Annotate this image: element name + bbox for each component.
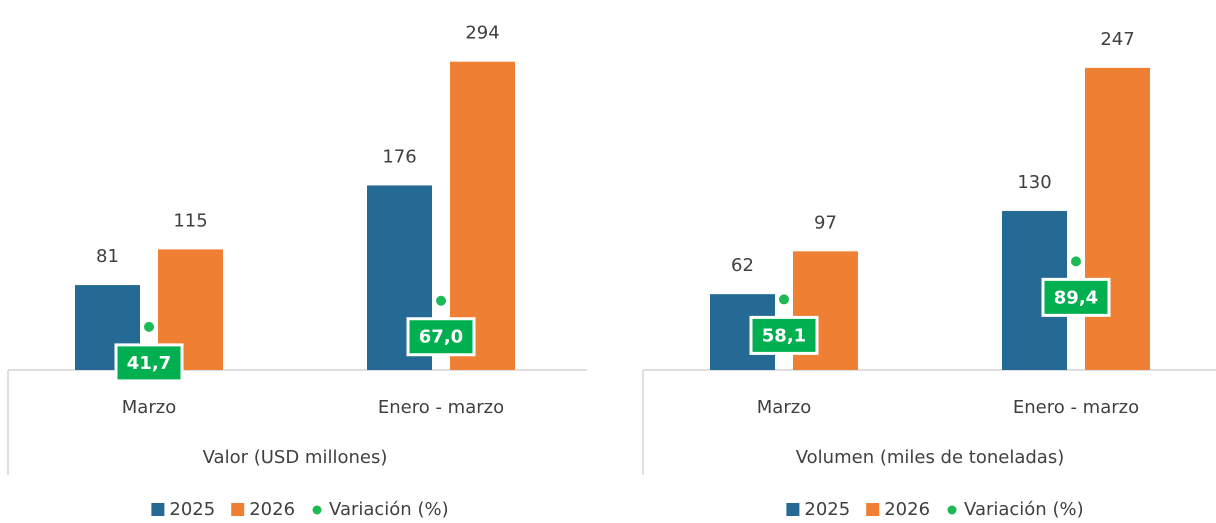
data-label: 247 <box>1100 29 1134 50</box>
data-label: 81 <box>96 246 119 267</box>
legend-marker <box>786 503 800 516</box>
legend: 2025 2026 Variación (%) <box>786 499 1084 520</box>
variation-label-box <box>406 317 476 357</box>
data-label: 130 <box>1017 172 1051 193</box>
variation-label: 58,1 <box>762 325 806 346</box>
variation-point <box>1069 254 1083 269</box>
variation-label: 89,4 <box>1054 287 1098 308</box>
legend-label: 2025 <box>804 499 850 520</box>
data-label: 176 <box>382 146 416 167</box>
bar <box>1085 67 1150 370</box>
legend: 2025 2026 Variación (%) <box>151 499 449 520</box>
variation-label-box <box>749 315 819 355</box>
x-tick-label: Enero - marzo <box>1013 397 1139 418</box>
legend-label: 2025 <box>169 499 215 520</box>
group-label: Valor (USD millones) <box>203 447 388 468</box>
legend-marker <box>311 504 323 516</box>
data-label: 62 <box>731 255 754 276</box>
variation-point <box>142 319 156 334</box>
legend-marker <box>151 503 165 516</box>
variation-label: 67,0 <box>419 327 463 348</box>
data-label: 115 <box>173 210 207 231</box>
x-tick-label: Enero - marzo <box>378 397 504 418</box>
data-label: 294 <box>465 23 499 44</box>
x-tick-label: Marzo <box>122 397 176 418</box>
legend-label: 2026 <box>884 499 930 520</box>
legend-label: Variación (%) <box>329 499 449 520</box>
legend-marker <box>231 503 245 516</box>
variation-point <box>434 293 448 308</box>
legend-marker <box>946 504 958 516</box>
variation-label-box <box>1041 277 1111 317</box>
variation-label: 41,7 <box>127 353 171 374</box>
legend-label: Variación (%) <box>964 499 1084 520</box>
legend-marker <box>866 503 880 516</box>
x-tick-label: Marzo <box>757 397 811 418</box>
variation-label-box <box>114 343 184 383</box>
group-label: Volumen (miles de toneladas) <box>796 447 1064 468</box>
legend-label: 2026 <box>249 499 295 520</box>
variation-point <box>777 292 791 307</box>
data-label: 97 <box>814 212 837 233</box>
